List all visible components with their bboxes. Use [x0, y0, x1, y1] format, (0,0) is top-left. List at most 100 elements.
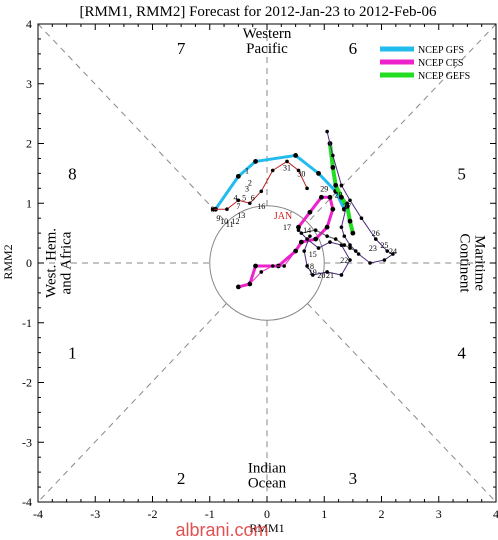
y-tick-label: -1 — [22, 316, 32, 330]
series-point — [359, 216, 364, 220]
x-tick-label: -2 — [148, 507, 158, 521]
x-axis-label: RMM1 — [249, 521, 284, 535]
series-point — [325, 270, 329, 274]
x-tick-label: -3 — [90, 507, 100, 521]
phase-label: 2 — [177, 469, 186, 488]
day-label: 28 — [335, 190, 343, 199]
series-point — [305, 237, 309, 241]
phase-label: 4 — [457, 344, 466, 363]
phase-guides — [37, 23, 497, 503]
day-label: 11 — [226, 220, 234, 229]
region-label-line: Maritime — [472, 235, 488, 291]
series-point — [296, 168, 301, 173]
day-label: 12 — [232, 217, 240, 226]
series-point — [391, 252, 395, 256]
day-label: 27 — [343, 202, 351, 211]
series-point — [325, 129, 329, 134]
legend-entry: NCEP GEFS — [418, 71, 470, 82]
day-label: 5 — [242, 193, 246, 202]
region-label-line: Pacific — [246, 41, 288, 57]
series-point — [324, 224, 330, 230]
x-tick-label: -4 — [33, 507, 43, 521]
day-label: 6 — [251, 193, 255, 202]
series-point — [327, 194, 333, 200]
series-point — [236, 198, 241, 203]
y-tick-label: -3 — [22, 435, 32, 449]
legend-entry: NCEP CFS — [418, 58, 463, 69]
series-point — [270, 168, 275, 173]
guide-diagonal-nw — [37, 23, 227, 223]
series-line-5 — [297, 229, 351, 276]
series-point — [307, 209, 313, 215]
series-point — [296, 224, 301, 230]
day-label: 15 — [309, 250, 317, 259]
phase-label: 1 — [68, 344, 77, 363]
month-annotation: JAN — [274, 211, 292, 222]
series-point — [296, 228, 301, 232]
legend: NCEP GFS NCEP CFS NCEP GEFS — [380, 45, 470, 82]
y-tick-label: 0 — [26, 256, 32, 270]
y-tick-label: -4 — [22, 495, 32, 509]
y-tick-label: 1 — [26, 196, 32, 210]
watermark: albrani.com — [175, 520, 268, 540]
day-label: 31 — [283, 163, 291, 172]
day-label: 3 — [245, 184, 249, 193]
region-label-line: West. Hem. — [44, 228, 60, 298]
series-point — [339, 273, 344, 277]
phase-label: 6 — [349, 39, 358, 58]
x-tick-label: 4 — [493, 507, 498, 521]
series-point — [298, 239, 304, 245]
series-point — [299, 231, 304, 235]
series-point — [348, 243, 352, 247]
day-label: 29 — [320, 184, 328, 193]
series-point — [342, 243, 347, 247]
day-label: 1 — [245, 166, 249, 175]
series-point — [293, 153, 299, 158]
series-point — [235, 173, 241, 179]
day-label: 14 — [303, 226, 311, 235]
series-point — [248, 282, 252, 286]
series-line-7 — [237, 250, 297, 288]
day-label: 24 — [389, 247, 397, 256]
day-label: 30 — [297, 169, 305, 178]
phase-label: 7 — [177, 39, 186, 58]
day-label: 9 — [216, 214, 220, 223]
phase-label: 8 — [68, 164, 77, 183]
series-point — [305, 264, 309, 268]
region-label-line: Indian — [248, 461, 287, 477]
day-label: 25 — [380, 241, 388, 250]
x-tick-label: 1 — [321, 507, 327, 521]
series-point — [316, 246, 321, 250]
day-label: 17 — [283, 223, 291, 232]
day-label: 10 — [220, 217, 228, 226]
series-point — [348, 246, 352, 250]
day-label: 19 — [309, 268, 317, 277]
series-point — [293, 249, 298, 253]
series-point — [368, 261, 372, 265]
series-point — [313, 228, 318, 232]
series-point — [253, 263, 258, 269]
day-label: 22 — [340, 256, 348, 265]
unit-circle — [209, 205, 325, 321]
series-point — [385, 249, 390, 253]
series-point — [225, 207, 229, 212]
series-point — [347, 218, 353, 224]
series-point — [333, 182, 339, 188]
series-point — [325, 234, 329, 238]
series-point — [330, 206, 336, 212]
series-point — [331, 153, 335, 158]
series-point — [382, 258, 387, 262]
y-tick-label: -2 — [22, 376, 32, 390]
series-layer — [210, 129, 395, 290]
day-label: 26 — [372, 229, 380, 238]
series-point — [318, 194, 324, 200]
series-point — [210, 207, 215, 212]
series-point — [305, 186, 309, 191]
guide-diagonal-se — [307, 303, 497, 503]
